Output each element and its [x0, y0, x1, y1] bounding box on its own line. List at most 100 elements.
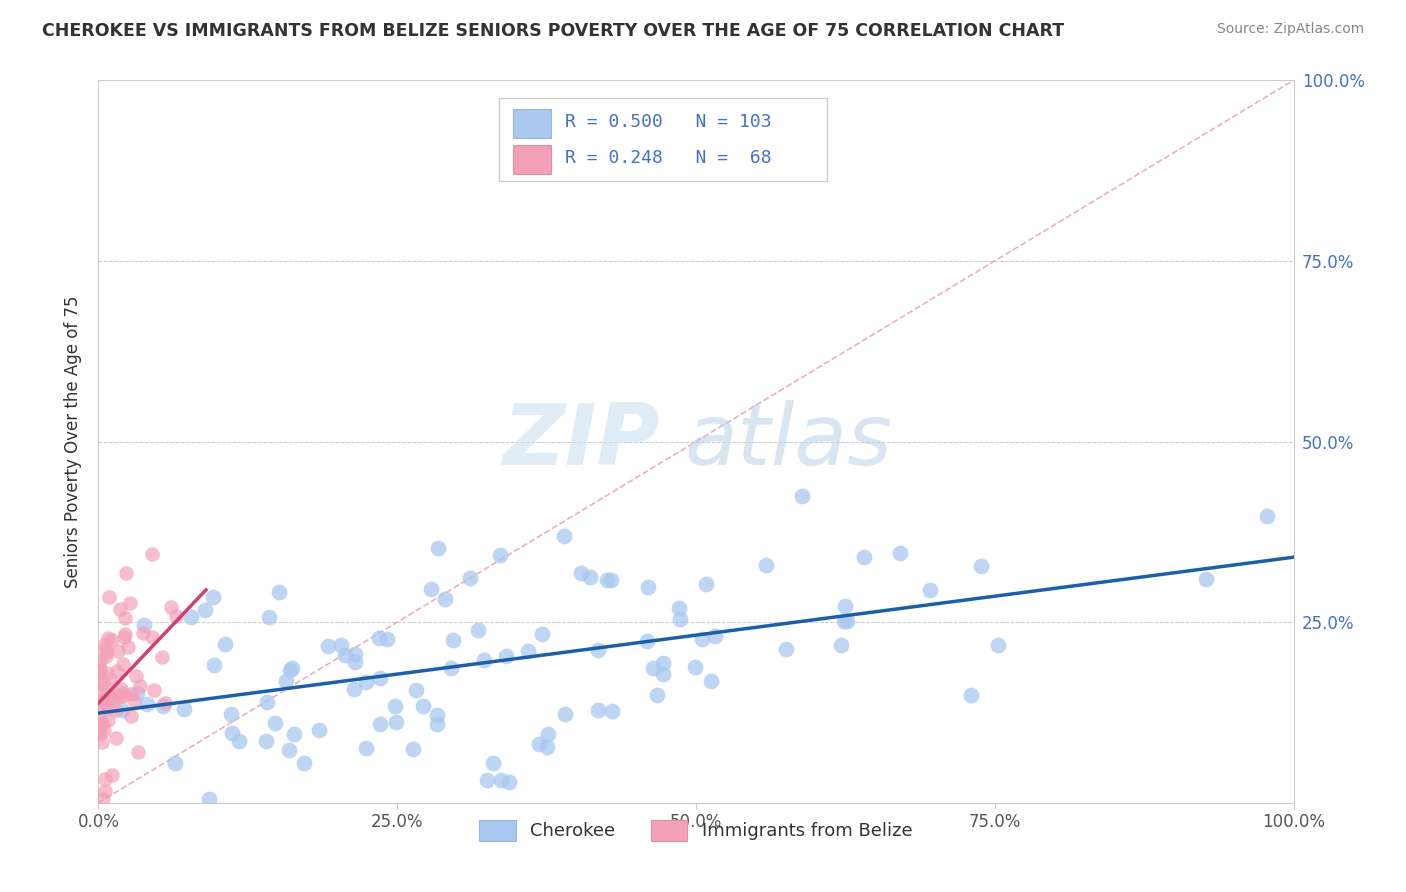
Point: [107, 644, 129, 658]
Point: [132, 626, 155, 640]
Point: [553, 529, 575, 543]
Point: [516, 644, 538, 658]
Point: [292, 756, 315, 771]
Point: [440, 661, 463, 675]
Point: [433, 592, 456, 607]
Point: [1256, 508, 1278, 523]
Point: [1195, 572, 1218, 586]
Point: [125, 686, 148, 700]
Point: [254, 734, 277, 748]
Point: [426, 717, 449, 731]
Point: [97, 713, 120, 727]
Point: [316, 640, 339, 654]
Point: [333, 648, 356, 662]
Point: [165, 756, 187, 770]
Point: [343, 647, 366, 661]
Point: [537, 727, 560, 741]
Point: [89, 684, 111, 698]
Point: [180, 610, 202, 624]
Point: [596, 573, 619, 587]
Point: [105, 664, 128, 678]
Point: [89, 664, 111, 678]
Point: [889, 546, 911, 560]
Point: [89, 719, 111, 733]
Bar: [513, 145, 551, 174]
Point: [554, 706, 576, 721]
Point: [420, 582, 443, 596]
Point: [228, 733, 250, 747]
Point: [93, 697, 115, 711]
Point: [94, 772, 117, 786]
Point: [111, 690, 134, 704]
Bar: [513, 109, 551, 138]
Text: R = 0.500   N = 103: R = 0.500 N = 103: [565, 113, 770, 131]
Point: [110, 682, 132, 697]
Point: [536, 739, 558, 754]
Point: [112, 657, 135, 671]
Point: [579, 570, 602, 584]
Point: [94, 649, 117, 664]
Point: [685, 660, 707, 674]
Point: [669, 612, 692, 626]
Point: [832, 614, 855, 628]
Point: [402, 742, 425, 756]
Point: [695, 577, 717, 591]
Point: [755, 558, 778, 573]
Point: [87, 720, 110, 734]
Point: [835, 614, 858, 628]
Point: [111, 686, 134, 700]
Point: [690, 632, 713, 647]
Point: [127, 745, 149, 759]
Point: [834, 599, 856, 613]
Point: [97, 701, 120, 715]
Y-axis label: Seniors Poverty Over the Age of 75: Seniors Poverty Over the Age of 75: [65, 295, 83, 588]
Point: [93, 695, 115, 709]
Point: [276, 673, 298, 688]
Point: [375, 632, 398, 647]
Point: [100, 690, 122, 704]
Point: [112, 630, 135, 644]
Point: [283, 727, 305, 741]
Point: [104, 702, 127, 716]
Point: [527, 737, 550, 751]
Point: [93, 678, 115, 692]
Point: [281, 661, 304, 675]
Point: [194, 603, 217, 617]
Point: [467, 623, 489, 637]
Point: [344, 656, 367, 670]
Point: [87, 723, 110, 738]
Point: [93, 642, 115, 657]
Point: [160, 599, 183, 614]
Point: [202, 657, 225, 672]
Point: [143, 682, 166, 697]
Point: [214, 638, 236, 652]
Point: [87, 660, 110, 674]
Point: [498, 775, 520, 789]
Point: [141, 630, 163, 644]
Point: [330, 638, 353, 652]
Point: [588, 642, 610, 657]
Point: [278, 663, 301, 677]
Point: [94, 784, 117, 798]
Point: [257, 609, 280, 624]
Point: [412, 698, 434, 713]
Point: [89, 665, 111, 680]
Point: [600, 704, 623, 718]
Point: [368, 671, 391, 685]
Point: [668, 601, 690, 615]
Point: [426, 707, 449, 722]
Point: [91, 716, 114, 731]
Point: [651, 667, 673, 681]
Point: [103, 693, 125, 707]
Point: [125, 669, 148, 683]
Point: [853, 550, 876, 565]
Point: [98, 672, 121, 686]
Point: [97, 631, 120, 645]
Point: [155, 696, 177, 710]
Point: [87, 727, 110, 741]
Point: [173, 702, 195, 716]
Point: [120, 596, 142, 610]
Point: [920, 583, 942, 598]
Point: [969, 559, 991, 574]
Text: CHEROKEE VS IMMIGRANTS FROM BELIZE SENIORS POVERTY OVER THE AGE OF 75 CORRELATIO: CHEROKEE VS IMMIGRANTS FROM BELIZE SENIO…: [42, 22, 1064, 40]
